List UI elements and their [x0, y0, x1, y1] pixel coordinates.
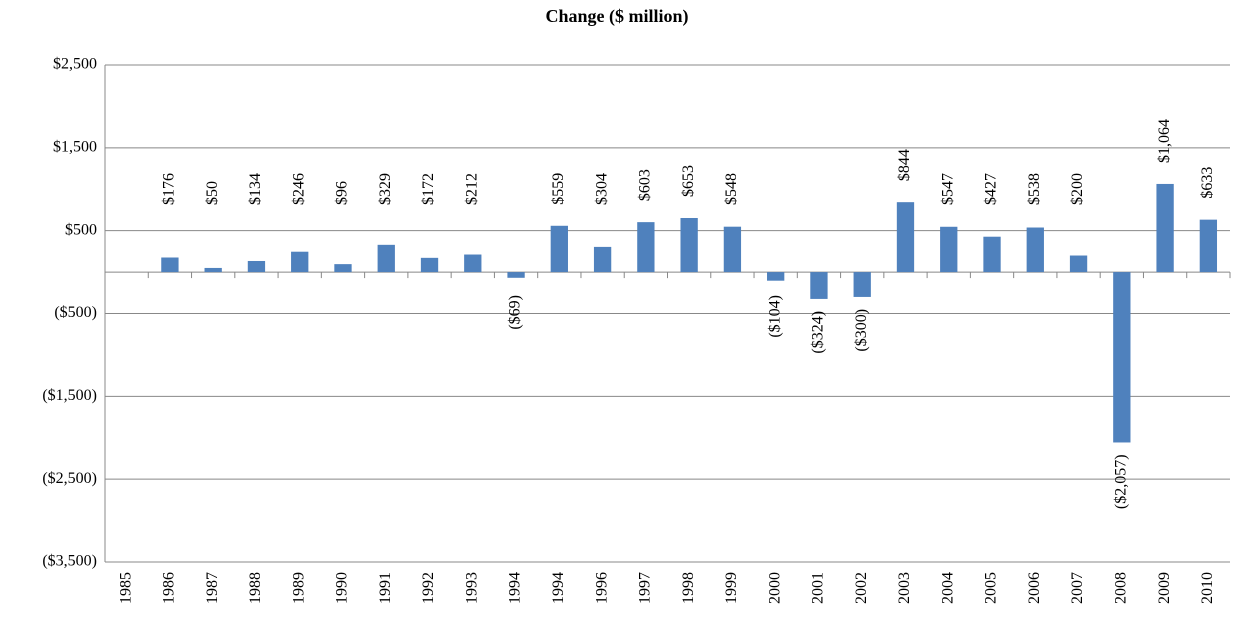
x-tick-label: 2003 [896, 572, 913, 604]
x-tick-label: 1997 [637, 572, 654, 604]
value-label: $176 [161, 173, 178, 205]
value-label: $603 [637, 169, 654, 201]
bar [1156, 183, 1174, 273]
value-label: $633 [1199, 167, 1216, 199]
bar [507, 272, 525, 278]
value-label: ($324) [810, 311, 827, 354]
bar [1026, 227, 1044, 273]
bar [377, 244, 395, 273]
bar [1069, 255, 1088, 273]
x-tick-label: 2000 [766, 572, 783, 604]
y-tick-label: $1,500 [53, 139, 97, 156]
x-tick-label: 1996 [593, 572, 610, 604]
value-label: $538 [1026, 173, 1043, 205]
bar [723, 226, 742, 273]
x-tick-label: 1988 [247, 572, 264, 604]
value-label: $304 [593, 173, 610, 205]
bar [637, 222, 655, 273]
bar [940, 226, 958, 273]
bar [1199, 219, 1218, 273]
value-label: $548 [723, 173, 740, 205]
bar [767, 272, 785, 281]
chart-title: Change ($ million) [545, 6, 688, 27]
x-tick-label: 2006 [1026, 572, 1043, 604]
bar [204, 267, 222, 273]
value-label: $50 [204, 181, 221, 205]
bar [420, 257, 439, 273]
bar [810, 272, 828, 299]
x-tick-label: 1993 [463, 572, 480, 604]
y-tick-label: $2,500 [53, 56, 97, 73]
bar [680, 217, 698, 273]
value-label: ($104) [766, 295, 783, 338]
bar [593, 246, 612, 273]
x-tick-label: 1994 [550, 572, 567, 604]
x-tick-label: 1992 [420, 572, 437, 604]
x-tick-label: 1987 [204, 572, 221, 604]
x-tick-label: 1990 [334, 572, 351, 604]
value-label: $427 [983, 173, 1000, 205]
x-tick-label: 2004 [939, 572, 956, 604]
bar [983, 236, 1001, 273]
value-label: $134 [247, 173, 264, 205]
value-label: ($300) [853, 309, 870, 352]
value-label: $246 [290, 173, 307, 205]
value-label: ($2,057) [1112, 454, 1129, 509]
x-tick-label: 2010 [1199, 572, 1216, 604]
x-tick-label: 2007 [1069, 572, 1086, 604]
x-tick-label: 2001 [810, 572, 827, 604]
bar [464, 254, 482, 273]
x-tick-label: 1998 [680, 572, 697, 604]
x-tick-label: 2002 [853, 572, 870, 604]
value-label: $559 [550, 173, 567, 205]
y-tick-label: ($3,500) [42, 553, 97, 570]
value-label: $844 [896, 149, 913, 181]
bar [896, 202, 915, 273]
value-label: $1,064 [1156, 119, 1173, 163]
y-tick-label: ($1,500) [42, 387, 97, 404]
x-tick-label: 1991 [377, 572, 394, 604]
x-tick-label: 1986 [161, 572, 178, 604]
y-tick-label: ($500) [54, 304, 97, 321]
bar [161, 257, 179, 273]
x-tick-label: 1989 [290, 572, 307, 604]
x-tick-label: 2009 [1156, 572, 1173, 604]
value-label: $212 [463, 173, 480, 205]
value-label: $200 [1069, 173, 1086, 205]
value-label: $547 [939, 173, 956, 205]
value-label: $96 [334, 181, 351, 205]
y-tick-label: $500 [65, 221, 97, 238]
x-tick-label: 2008 [1112, 572, 1129, 604]
x-tick-label: 2005 [983, 572, 1000, 604]
bar [247, 260, 266, 273]
bar [853, 272, 871, 297]
x-tick-label: 1985 [117, 572, 134, 604]
value-label: $329 [377, 173, 394, 205]
bar [334, 264, 352, 273]
y-tick-label: ($2,500) [42, 470, 97, 487]
bar [550, 225, 568, 273]
value-label: $172 [420, 173, 437, 205]
x-tick-label: 1999 [723, 572, 740, 604]
bar [1113, 272, 1131, 443]
value-label: ($69) [507, 295, 524, 330]
bar [291, 251, 309, 273]
x-tick-label: 1994 [507, 572, 524, 604]
value-label: $653 [680, 165, 697, 197]
